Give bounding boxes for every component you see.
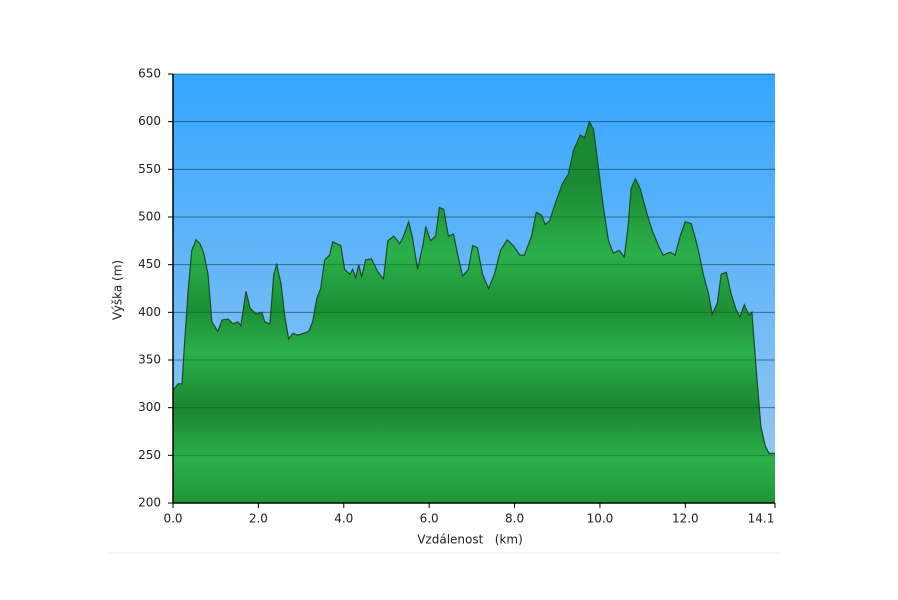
y-tick-label: 250 [138,448,161,462]
x-axis-label: Vzdálenost (km) [417,533,523,547]
x-tick-label: 2.0 [249,512,268,526]
y-tick-label: 350 [138,353,161,367]
x-tick-label: 12.0 [672,512,699,526]
y-tick-label: 500 [138,210,161,224]
y-tick-label: 400 [138,305,161,319]
y-tick-label: 600 [138,114,161,128]
y-tick-label: 200 [138,496,161,510]
x-tick-label: 0.0 [163,512,182,526]
area [173,121,775,503]
y-axis-label: Výška (m) [111,260,125,320]
area-outline [172,120,775,454]
x-tick-label: 8.0 [505,512,524,526]
y-tick-label: 650 [138,67,161,81]
x-tick-label: 4.0 [334,512,353,526]
x-tick-label: 10.0 [587,512,614,526]
x-tick-label: 6.0 [420,512,439,526]
x-tick-label: 14.1 [748,512,775,526]
y-tick-label: 300 [138,400,161,414]
y-tick-label: 550 [138,162,161,176]
y-tick-label: 450 [138,257,161,271]
